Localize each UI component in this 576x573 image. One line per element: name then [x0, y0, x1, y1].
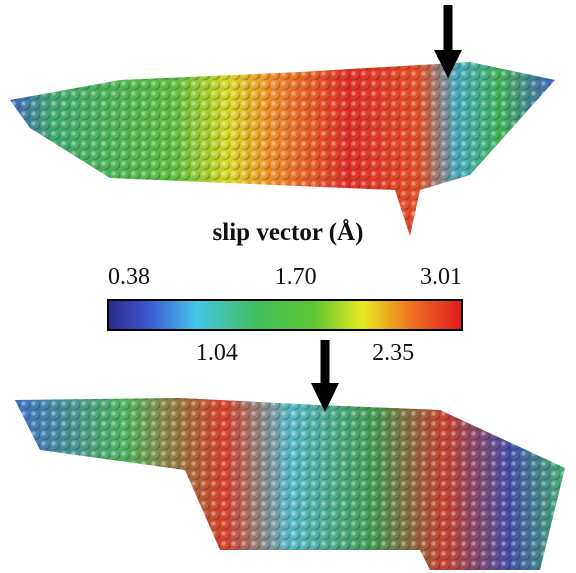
- colorbar-title: slip vector (Å): [213, 218, 364, 246]
- colorbar: [108, 300, 462, 330]
- bottom-slab-image: [15, 398, 565, 570]
- colorbar-tick-label: 0.38: [108, 264, 150, 290]
- bottom-arrow: [311, 340, 339, 412]
- colorbar-tick-label: 3.01: [420, 264, 462, 290]
- colorbar-tick-label: 1.04: [196, 340, 238, 366]
- figure: slip vector (Å) 0.38 1.04 1.70 2.35 3.01: [0, 0, 576, 573]
- top-slab-image: [10, 62, 555, 236]
- colorbar-tick-label: 1.70: [275, 264, 317, 290]
- colorbar-tick-label: 2.35: [372, 340, 414, 366]
